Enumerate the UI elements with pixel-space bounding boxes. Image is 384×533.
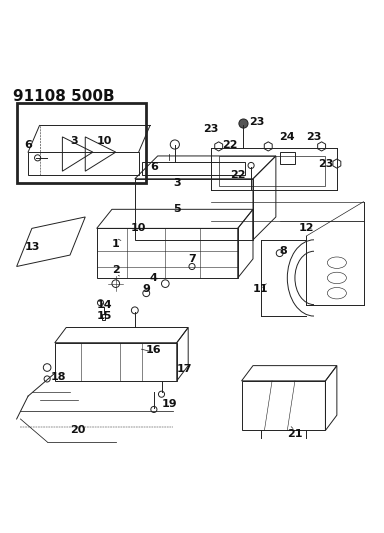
Text: 12: 12: [299, 223, 314, 233]
Text: 1: 1: [112, 239, 120, 248]
Bar: [218, 156, 325, 187]
Text: 6: 6: [150, 163, 158, 172]
Bar: [135, 179, 253, 240]
Bar: [17, 102, 146, 183]
Text: 10: 10: [131, 223, 146, 233]
Text: 14: 14: [96, 300, 112, 310]
Bar: [142, 161, 245, 175]
Text: 13: 13: [24, 243, 40, 253]
Text: 23: 23: [249, 117, 265, 127]
Bar: [280, 152, 295, 164]
Bar: [242, 381, 325, 431]
Text: 23: 23: [318, 159, 333, 168]
Text: 15: 15: [97, 311, 112, 321]
Text: 91108 500B: 91108 500B: [13, 89, 114, 104]
Text: 6: 6: [24, 140, 32, 150]
Text: 17: 17: [177, 365, 192, 374]
Text: 3: 3: [70, 136, 78, 146]
Text: 22: 22: [230, 170, 245, 180]
Text: 23: 23: [204, 124, 219, 134]
Text: 4: 4: [150, 273, 158, 283]
Bar: [97, 228, 238, 278]
Text: 8: 8: [280, 246, 287, 256]
Text: 24: 24: [280, 132, 295, 142]
Text: 2: 2: [112, 265, 120, 276]
Text: 11: 11: [253, 285, 268, 294]
Bar: [102, 314, 105, 320]
Text: 7: 7: [188, 254, 196, 264]
Text: 10: 10: [97, 136, 112, 146]
Text: 22: 22: [222, 140, 238, 150]
Bar: [55, 343, 177, 381]
Text: 20: 20: [70, 425, 85, 435]
Text: 16: 16: [146, 345, 162, 356]
Text: 19: 19: [161, 399, 177, 409]
Text: 9: 9: [142, 285, 150, 294]
Text: 5: 5: [173, 204, 180, 214]
Circle shape: [239, 119, 248, 128]
Text: 21: 21: [287, 429, 303, 439]
Text: 23: 23: [306, 132, 322, 142]
Text: 3: 3: [173, 177, 180, 188]
Text: 18: 18: [51, 372, 66, 382]
